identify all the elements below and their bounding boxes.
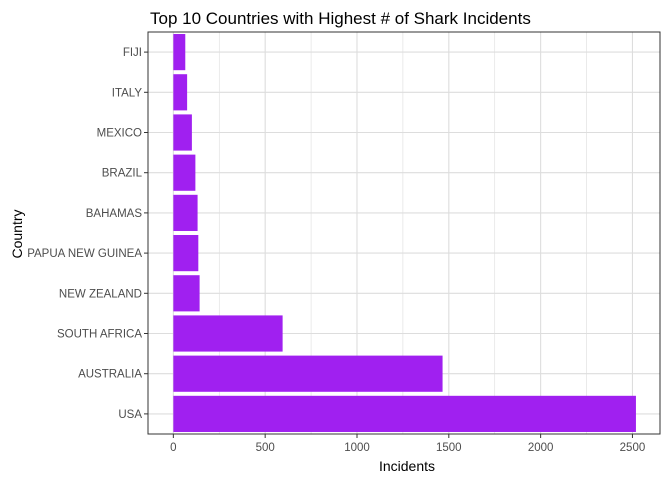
x-tick-label: 2500: [620, 442, 646, 454]
y-tick-label: NEW ZEALAND: [59, 288, 142, 300]
bar-brazil: [173, 154, 196, 191]
x-tick-label: 1000: [344, 442, 370, 454]
plot-panel: USA AUSTRALIA SOUTH AFRICA NEW ZEALAND PAPUA…: [27, 31, 661, 454]
y-tick-label: ITALY: [112, 87, 143, 99]
panel-border: [147, 31, 661, 435]
y-tick-label: AUSTRALIA: [78, 369, 142, 381]
y-tick-label: MEXICO: [97, 128, 142, 140]
y-tick-label: FIJI: [123, 47, 142, 59]
x-tick-label: 500: [256, 442, 275, 454]
chart-title: Top 10 Countries with Highest # of Shark…: [150, 9, 531, 28]
x-tick-label: 0: [170, 442, 176, 454]
bar-new-zealand: [173, 275, 200, 312]
y-tick-label: BRAZIL: [102, 168, 143, 180]
bar-south-africa: [173, 315, 283, 352]
x-tick-label: 1500: [436, 442, 462, 454]
x-axis-label: Incidents: [379, 458, 435, 474]
bar-bahamas: [173, 194, 198, 231]
y-tick-label: BAHAMAS: [86, 208, 143, 220]
bar-italy: [173, 74, 188, 111]
x-tick-label: 2000: [528, 442, 554, 454]
bar-australia: [173, 355, 443, 392]
bar-mexico: [173, 114, 192, 151]
y-tick-label: PAPUA NEW GUINEA: [27, 248, 142, 260]
y-tick-label: USA: [118, 409, 142, 421]
bar-usa: [173, 395, 636, 432]
bar-papua-new-guinea: [173, 235, 199, 272]
y-tick-label: SOUTH AFRICA: [57, 329, 142, 341]
y-axis-label: Country: [9, 209, 25, 258]
bar-fiji: [173, 34, 186, 71]
